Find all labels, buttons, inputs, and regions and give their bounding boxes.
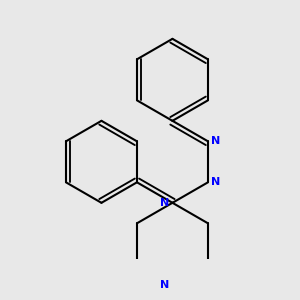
Text: N: N	[211, 136, 220, 146]
Text: N: N	[211, 177, 220, 187]
Text: N: N	[160, 198, 170, 208]
Text: N: N	[160, 280, 170, 290]
